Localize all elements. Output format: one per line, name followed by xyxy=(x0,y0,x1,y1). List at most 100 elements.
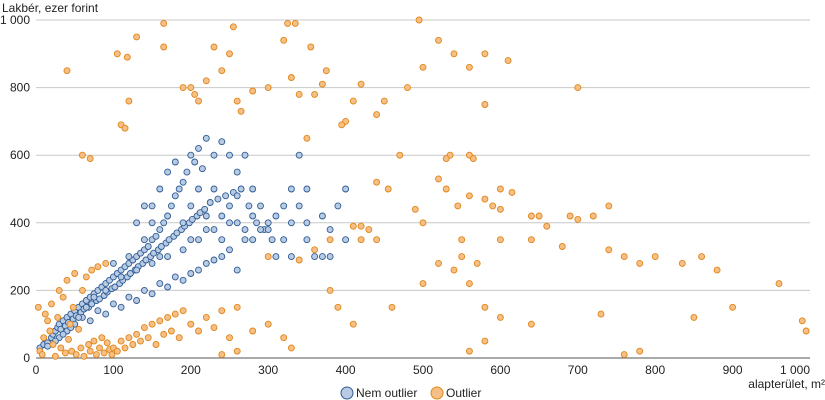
data-point xyxy=(388,303,396,311)
data-point xyxy=(442,185,450,193)
data-point xyxy=(218,138,226,146)
data-point xyxy=(326,253,334,261)
data-point xyxy=(191,158,199,166)
data-point xyxy=(527,236,535,244)
data-point xyxy=(121,344,129,352)
data-point xyxy=(496,236,504,244)
data-point xyxy=(80,352,88,360)
data-point xyxy=(179,276,187,284)
data-point xyxy=(117,337,125,345)
data-point xyxy=(233,192,241,200)
data-point xyxy=(535,212,543,220)
data-point xyxy=(280,236,288,244)
data-point xyxy=(152,341,160,348)
data-point xyxy=(245,202,253,210)
data-point xyxy=(156,185,164,193)
data-point xyxy=(94,263,102,271)
data-point xyxy=(187,202,195,210)
data-point xyxy=(698,253,706,261)
data-point xyxy=(442,155,450,163)
data-point xyxy=(140,324,148,332)
data-point xyxy=(365,226,373,234)
data-point xyxy=(481,50,489,58)
data-point xyxy=(249,236,257,244)
data-point xyxy=(94,307,102,315)
data-point xyxy=(404,84,411,92)
data-point xyxy=(496,313,504,321)
data-point xyxy=(66,320,74,328)
x-tick-label: 400 xyxy=(336,363,356,377)
data-point xyxy=(179,246,187,254)
data-point xyxy=(51,352,59,360)
data-point xyxy=(218,67,226,75)
data-point xyxy=(458,253,466,261)
data-point xyxy=(233,97,241,105)
data-point xyxy=(48,300,55,308)
data-point xyxy=(210,43,218,51)
data-point xyxy=(287,253,295,261)
data-point xyxy=(171,310,179,318)
data-point xyxy=(148,202,156,210)
data-point xyxy=(218,212,226,220)
data-point xyxy=(349,320,357,328)
data-point xyxy=(257,202,264,210)
data-point xyxy=(233,347,241,355)
data-point xyxy=(160,330,168,338)
data-point xyxy=(140,286,148,294)
data-point xyxy=(481,195,489,203)
data-point xyxy=(109,300,117,308)
data-point xyxy=(183,168,191,176)
data-point xyxy=(210,226,218,234)
data-point xyxy=(264,84,272,92)
data-point xyxy=(175,334,183,342)
x-tick-label: 1 000 xyxy=(780,363,810,377)
data-point xyxy=(125,334,133,342)
y-tick-label: 600 xyxy=(10,148,30,162)
data-point xyxy=(489,202,497,210)
data-point xyxy=(144,243,152,250)
data-point xyxy=(729,303,737,311)
data-point xyxy=(150,249,158,257)
data-point xyxy=(318,253,326,261)
data-point xyxy=(68,347,76,355)
data-point xyxy=(678,259,686,267)
x-axis-label: alapterület, m² xyxy=(748,377,825,391)
data-point xyxy=(342,185,350,193)
data-point xyxy=(108,351,116,359)
data-point xyxy=(303,134,311,142)
data-point xyxy=(179,178,187,186)
data-point xyxy=(82,273,90,281)
data-point xyxy=(125,253,133,261)
data-point xyxy=(373,178,381,186)
data-point xyxy=(187,236,195,244)
data-point xyxy=(326,286,334,294)
data-point xyxy=(123,53,131,61)
data-point xyxy=(160,19,168,27)
data-point xyxy=(72,351,80,359)
data-point xyxy=(229,23,237,31)
data-point xyxy=(435,175,442,183)
data-point xyxy=(272,253,280,261)
data-point xyxy=(40,334,48,342)
data-point xyxy=(210,256,218,264)
data-point xyxy=(287,344,295,352)
data-point xyxy=(133,266,141,274)
data-point xyxy=(55,286,63,294)
data-point xyxy=(241,151,249,159)
data-point xyxy=(167,327,175,335)
data-point xyxy=(140,236,148,244)
data-point xyxy=(287,74,295,81)
data-point xyxy=(157,243,165,250)
data-point xyxy=(171,273,179,281)
data-point xyxy=(206,199,214,206)
data-point xyxy=(802,327,810,335)
data-point xyxy=(465,192,473,200)
data-point xyxy=(148,219,156,227)
data-point xyxy=(307,43,315,51)
data-point xyxy=(690,313,698,321)
data-point xyxy=(226,151,233,159)
data-point xyxy=(496,185,504,193)
data-point xyxy=(226,219,233,227)
data-point xyxy=(435,36,442,44)
data-point xyxy=(179,84,187,92)
